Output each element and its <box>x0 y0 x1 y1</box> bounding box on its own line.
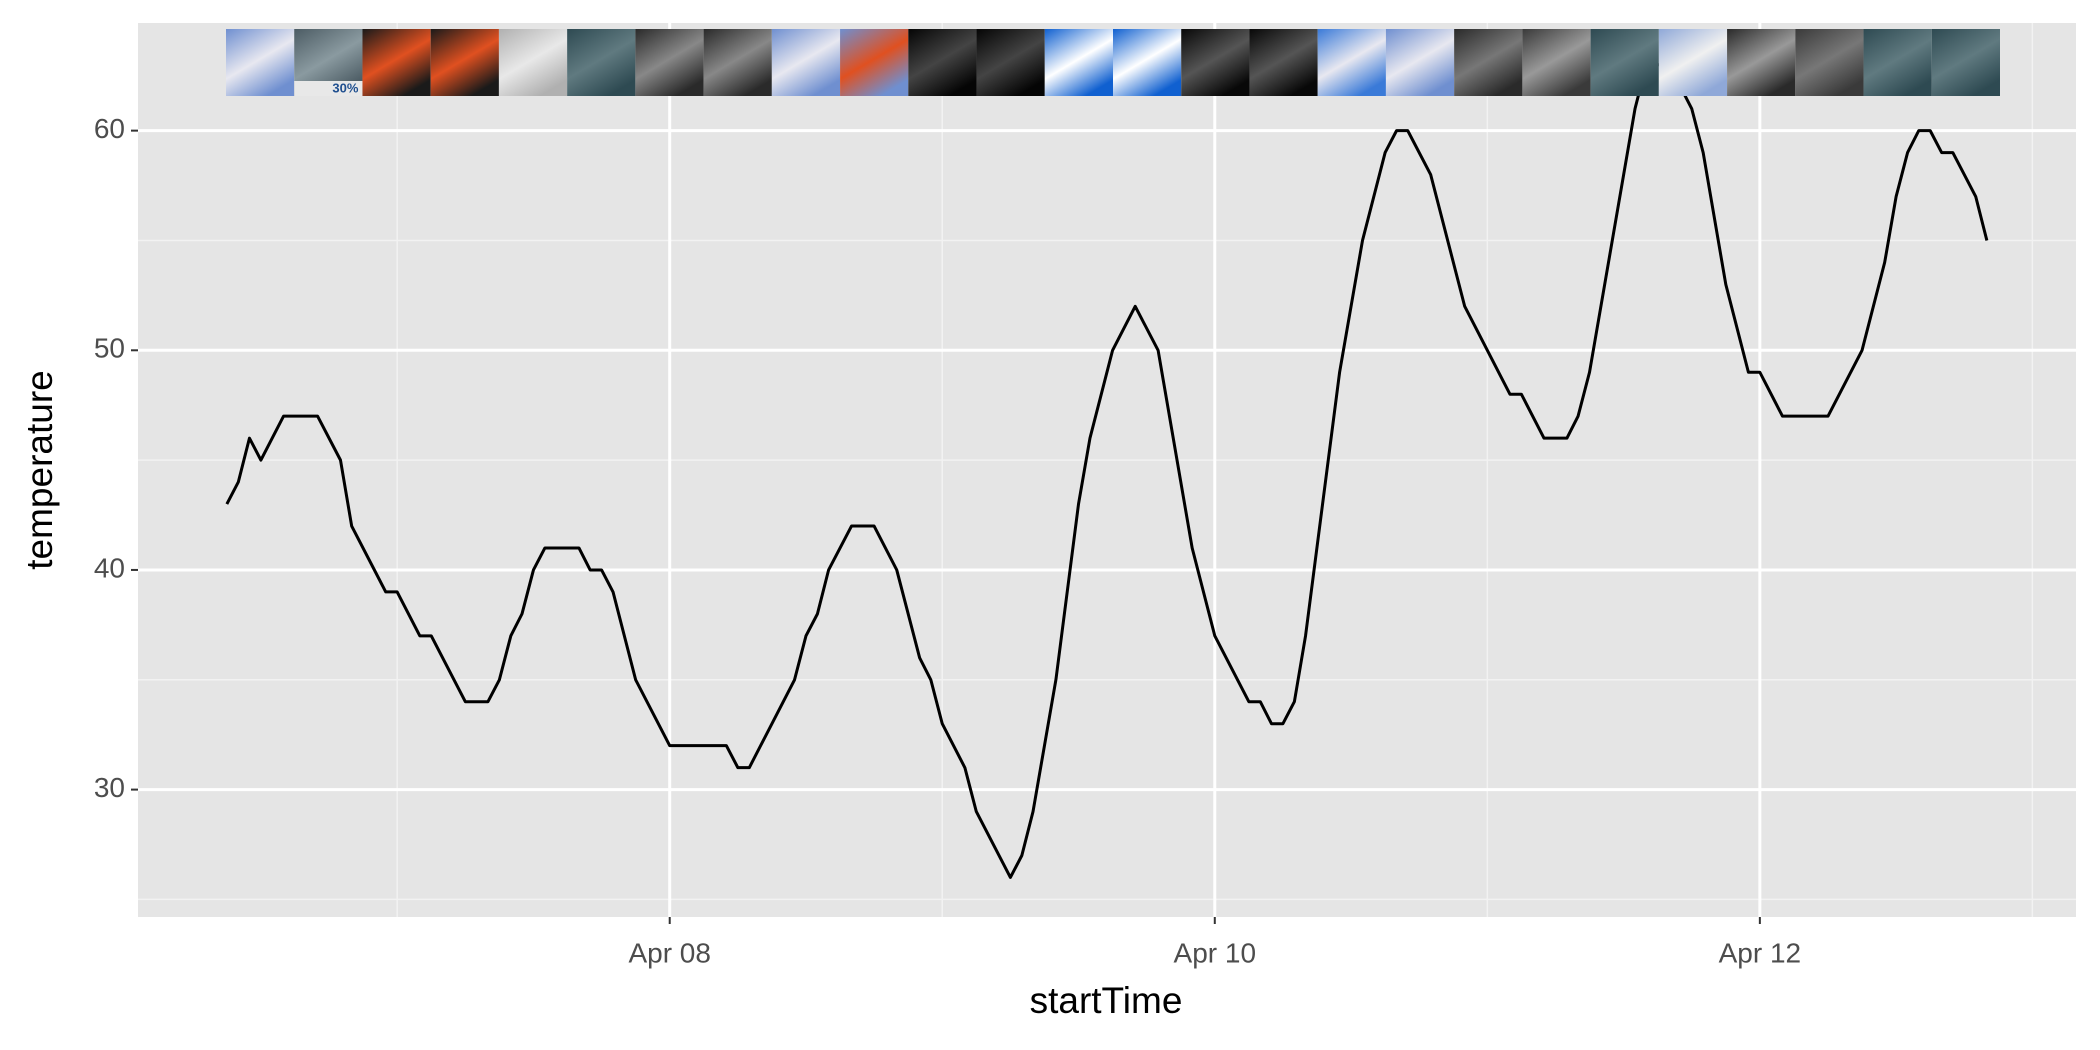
weather-icon <box>362 29 431 96</box>
weather-icon <box>1522 29 1591 96</box>
icon-label-band <box>294 81 363 96</box>
temperature-line <box>225 63 1989 879</box>
weather-icon <box>1044 29 1113 96</box>
weather-icon <box>1658 29 1728 96</box>
y-tick-label: 30 <box>94 772 125 803</box>
weather-icon <box>1931 29 2000 96</box>
weather-icon <box>1317 29 1386 96</box>
weather-icon <box>703 29 772 96</box>
weather-icon <box>1249 29 1318 96</box>
y-tick-label: 40 <box>94 552 125 583</box>
x-tick-label: Apr 08 <box>628 937 711 968</box>
weather-icon <box>1113 29 1182 96</box>
x-tick-label: Apr 10 <box>1174 937 1257 968</box>
panel <box>138 23 2076 917</box>
weather-icon <box>498 29 568 96</box>
weather-icons: 30% <box>226 29 2000 96</box>
weather-icon <box>1454 29 1523 96</box>
x-tick-label: Apr 12 <box>1719 937 1802 968</box>
y-tick-label: 50 <box>94 333 125 364</box>
weather-icon <box>908 29 977 96</box>
weather-icon <box>1795 29 1864 96</box>
weather-icon <box>1590 29 1659 96</box>
icon-label: 30% <box>332 80 358 95</box>
plot <box>225 63 1989 879</box>
weather-icon <box>1863 29 1932 96</box>
x-axis-title: startTime <box>1030 980 1183 1021</box>
weather-icon <box>567 29 636 96</box>
weather-icon <box>430 29 499 96</box>
y-axis-title: temperature <box>19 370 60 570</box>
weather-icon <box>226 29 295 96</box>
weather-icon <box>1385 29 1455 96</box>
grid <box>138 23 2076 917</box>
y-tick-label: 60 <box>94 113 125 144</box>
weather-icon <box>840 29 909 96</box>
weather-icon <box>976 29 1045 96</box>
weather-icon <box>635 29 704 96</box>
weather-icon <box>1727 29 1796 96</box>
axes: 30 40 50 60 Apr 08 Apr 10 Apr 12 <box>94 113 1801 968</box>
weather-icon <box>771 29 841 96</box>
weather-icon <box>1181 29 1250 96</box>
